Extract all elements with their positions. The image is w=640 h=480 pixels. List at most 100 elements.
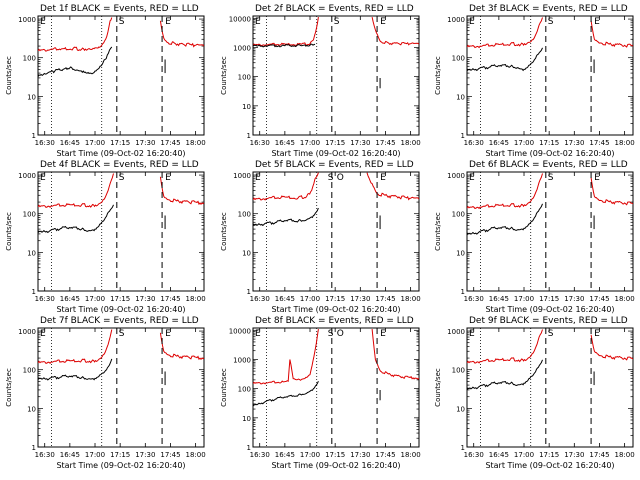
x-tick-label: 17:45: [375, 139, 395, 147]
lld-series-line: [371, 329, 419, 380]
chart-title: Det 9f BLACK = Events, RED = LLD: [469, 316, 628, 326]
plot-frame: [37, 171, 205, 292]
y-tick-label: 1: [461, 444, 465, 452]
series-group: [467, 329, 633, 391]
x-axis-label: Start Time (09-Oct-02 16:20:40): [271, 305, 400, 314]
marker-label: E: [380, 17, 386, 27]
x-tick-label: 17:45: [375, 451, 395, 459]
x-tick-label: 16:30: [464, 295, 484, 303]
marker-label: S: [548, 17, 554, 27]
marker-label: E: [40, 329, 46, 339]
chart-title: Det 1f BLACK = Events, RED = LLD: [40, 4, 199, 14]
y-tick-label: 100: [452, 367, 465, 375]
chart-panel: Det 4f BLACK = Events, RED = LLD 16:30 16:…: [5, 160, 206, 314]
series-group: [253, 172, 419, 227]
x-tick-label: 16:30: [35, 295, 55, 303]
y-tick-label: 1: [461, 132, 465, 140]
lld-series-line: [467, 173, 543, 210]
plot-frame: [252, 327, 420, 448]
x-tick-label: 17:00: [85, 139, 105, 147]
lld-series-line: [371, 16, 419, 46]
x-tick-label: 16:45: [275, 295, 295, 303]
y-tick-label: 10: [242, 415, 251, 423]
x-tick-label: 17:45: [589, 295, 609, 303]
y-tick-label: 1000: [233, 172, 251, 180]
y-tick-label: 10000: [229, 327, 251, 335]
x-tick-label: 17:15: [539, 451, 559, 459]
y-axis-label: Counts/sec: [434, 56, 442, 95]
x-tick-label: 17:45: [589, 139, 609, 147]
marker-label: E: [380, 329, 386, 339]
y-tick-label: 1000: [233, 44, 251, 52]
y-tick-label: 100: [238, 74, 251, 82]
chart-title: Det 7f BLACK = Events, RED = LLD: [40, 316, 199, 326]
x-axis-label: Start Time (09-Oct-02 16:20:40): [485, 305, 614, 314]
lld-series-line: [253, 329, 319, 385]
marker-label: E: [469, 329, 475, 339]
y-axis-label: Counts/sec: [434, 212, 442, 251]
y-tick-label: 100: [238, 386, 251, 394]
lld-series-line: [159, 20, 204, 48]
series-group: [467, 173, 633, 236]
plot-frame: [252, 15, 420, 136]
y-tick-label: 100: [238, 211, 251, 219]
y-tick-label: 10: [456, 249, 465, 257]
lld-series-line: [467, 329, 543, 364]
x-tick-label: 18:00: [615, 139, 635, 147]
x-tick-label: 16:45: [489, 295, 509, 303]
x-tick-label: 17:30: [135, 451, 155, 459]
y-tick-label: 1000: [18, 328, 36, 336]
chart-title: Det 2f BLACK = Events, RED = LLD: [255, 4, 414, 14]
plot-frame: [466, 15, 634, 136]
lld-series-line: [467, 17, 543, 49]
x-tick-label: 17:30: [350, 451, 370, 459]
plot-frame: [37, 15, 205, 136]
events-series-line: [253, 207, 319, 227]
series-group: [467, 17, 633, 72]
x-tick-label: 17:00: [300, 139, 320, 147]
marker-label: E: [165, 173, 171, 183]
x-axis-label: Start Time (09-Oct-02 16:20:40): [56, 461, 185, 470]
x-tick-label: 17:00: [514, 139, 534, 147]
x-tick-label: 18:00: [401, 139, 421, 147]
plot-frame: [466, 327, 634, 448]
marker-label: S: [119, 17, 125, 27]
marker-label: E: [594, 173, 600, 183]
x-tick-label: 16:45: [489, 139, 509, 147]
x-axis-label: Start Time (09-Oct-02 16:20:40): [271, 149, 400, 158]
x-tick-label: 17:30: [564, 139, 584, 147]
marker-label: O: [337, 329, 344, 339]
x-axis-label: Start Time (09-Oct-02 16:20:40): [56, 149, 185, 158]
y-tick-label: 10000: [229, 15, 251, 23]
x-tick-label: 18:00: [401, 451, 421, 459]
events-series-line: [467, 359, 543, 391]
marker-label: S: [328, 329, 334, 339]
marker-label: S: [119, 173, 125, 183]
lld-series-line: [253, 172, 319, 201]
series-group: [38, 17, 204, 78]
series-group: [38, 329, 204, 381]
chart-title: Det 8f BLACK = Events, RED = LLD: [255, 316, 414, 326]
marker-label: S: [328, 173, 334, 183]
marker-label: S: [548, 329, 554, 339]
x-tick-label: 16:45: [60, 139, 80, 147]
x-tick-label: 17:15: [325, 295, 345, 303]
chart-panel: Det 3f BLACK = Events, RED = LLD 16:30 16:…: [434, 4, 635, 158]
lld-series-line: [159, 176, 204, 206]
series-group: [253, 329, 419, 407]
chart-title: Det 4f BLACK = Events, RED = LLD: [40, 160, 199, 170]
chart-panel: Det 1f BLACK = Events, RED = LLD 16:30 16:…: [5, 4, 206, 158]
y-tick-label: 10: [27, 93, 36, 101]
lld-series-line: [590, 334, 633, 361]
plot-frame: [466, 171, 634, 292]
events-series-line: [467, 47, 543, 72]
y-tick-label: 100: [23, 367, 36, 375]
y-tick-label: 10: [456, 405, 465, 413]
chart-title: Det 5f BLACK = Events, RED = LLD: [255, 160, 414, 170]
y-axis-label: Counts/sec: [220, 212, 228, 251]
x-tick-label: 17:30: [350, 295, 370, 303]
y-tick-label: 100: [452, 211, 465, 219]
lld-series-line: [366, 172, 419, 201]
x-tick-label: 17:15: [110, 139, 130, 147]
lld-series-line: [590, 177, 633, 206]
